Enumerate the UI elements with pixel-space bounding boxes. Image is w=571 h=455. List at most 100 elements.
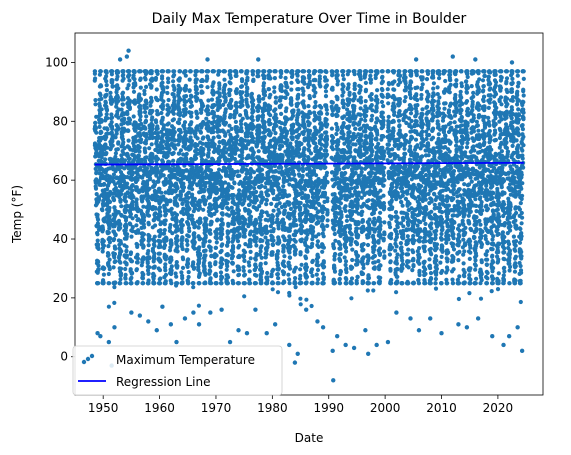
temperature-point bbox=[136, 217, 141, 222]
temperature-point bbox=[325, 122, 330, 127]
temperature-point bbox=[225, 281, 230, 286]
temperature-point bbox=[175, 263, 180, 269]
temperature-point bbox=[152, 281, 157, 286]
temperature-point bbox=[142, 91, 147, 97]
temperature-point bbox=[208, 276, 213, 281]
temperature-point bbox=[133, 139, 138, 144]
temperature-point bbox=[265, 242, 270, 247]
temperature-point bbox=[228, 69, 233, 74]
temperature-point bbox=[217, 86, 222, 91]
temperature-point bbox=[142, 88, 147, 93]
temperature-point bbox=[197, 271, 202, 276]
temperature-point bbox=[116, 115, 121, 120]
temperature-point bbox=[95, 217, 101, 222]
temperature-point bbox=[175, 238, 180, 243]
temperature-point bbox=[124, 244, 129, 249]
temperature-point bbox=[104, 135, 109, 140]
temperature-point bbox=[201, 135, 206, 140]
temperature-point bbox=[161, 139, 166, 144]
temperature-point bbox=[220, 222, 225, 227]
temperature-point bbox=[219, 281, 224, 286]
temperature-point bbox=[280, 144, 285, 149]
temperature-point bbox=[177, 138, 182, 143]
temperature-point bbox=[175, 281, 180, 286]
temperature-point bbox=[189, 139, 195, 144]
temperature-point bbox=[186, 234, 191, 239]
temperature-point bbox=[263, 185, 268, 190]
temperature-point bbox=[242, 294, 247, 299]
temperature-point bbox=[294, 223, 299, 228]
temperature-point bbox=[265, 270, 270, 276]
temperature-point bbox=[267, 175, 272, 180]
temperature-point bbox=[126, 83, 131, 88]
temperature-point bbox=[188, 135, 193, 140]
temperature-point bbox=[201, 207, 206, 212]
temperature-point bbox=[178, 69, 183, 74]
temperature-point bbox=[322, 264, 327, 269]
temperature-point bbox=[217, 98, 223, 103]
temperature-point bbox=[203, 235, 208, 240]
temperature-point bbox=[143, 126, 148, 131]
temperature-point bbox=[160, 69, 166, 74]
temperature-point bbox=[207, 239, 212, 244]
temperature-point bbox=[307, 143, 312, 149]
temperature-point bbox=[108, 236, 113, 241]
temperature-point bbox=[96, 224, 101, 229]
temperature-point bbox=[287, 266, 293, 271]
temperature-point bbox=[275, 249, 281, 254]
temperature-point bbox=[155, 98, 160, 103]
temperature-point bbox=[175, 186, 180, 191]
temperature-point bbox=[216, 144, 221, 149]
temperature-point bbox=[138, 69, 143, 74]
temperature-point bbox=[99, 155, 104, 160]
temperature-point bbox=[302, 81, 307, 86]
temperature-point bbox=[218, 175, 223, 180]
temperature-point bbox=[272, 89, 277, 94]
temperature-point bbox=[290, 136, 295, 141]
temperature-point bbox=[325, 111, 330, 116]
temperature-point bbox=[271, 267, 276, 272]
temperature-point bbox=[319, 105, 324, 110]
temperature-point bbox=[225, 259, 230, 264]
temperature-point bbox=[199, 84, 204, 89]
temperature-point bbox=[147, 265, 152, 270]
temperature-point bbox=[130, 199, 135, 204]
temperature-point bbox=[279, 71, 284, 76]
temperature-point bbox=[99, 130, 104, 135]
temperature-point bbox=[302, 129, 307, 134]
temperature-point bbox=[184, 94, 189, 99]
temperature-point bbox=[250, 114, 255, 119]
temperature-point bbox=[169, 271, 174, 277]
temperature-point bbox=[226, 188, 231, 193]
temperature-point bbox=[214, 208, 219, 214]
temperature-point bbox=[251, 77, 256, 82]
temperature-point bbox=[262, 69, 267, 74]
temperature-point bbox=[223, 120, 229, 125]
temperature-point bbox=[149, 98, 154, 103]
temperature-point bbox=[111, 265, 116, 270]
temperature-point bbox=[144, 114, 149, 119]
temperature-point bbox=[197, 281, 202, 286]
temperature-point bbox=[141, 237, 146, 242]
temperature-point bbox=[113, 246, 118, 251]
temperature-point bbox=[282, 254, 287, 259]
temperature-point bbox=[146, 271, 151, 276]
temperature-point bbox=[264, 202, 269, 207]
temperature-point bbox=[310, 225, 316, 230]
temperature-point bbox=[276, 181, 281, 187]
temperature-point bbox=[112, 255, 117, 260]
temperature-point bbox=[214, 240, 219, 245]
temperature-point bbox=[158, 231, 163, 236]
temperature-point bbox=[106, 271, 111, 277]
temperature-point bbox=[220, 212, 225, 217]
temperature-point bbox=[107, 240, 112, 245]
temperature-point bbox=[95, 232, 100, 237]
temperature-point bbox=[235, 239, 241, 244]
temperature-point bbox=[282, 208, 287, 213]
temperature-point bbox=[237, 267, 242, 272]
temperature-point bbox=[254, 265, 259, 270]
temperature-point bbox=[201, 103, 206, 108]
temperature-point bbox=[138, 97, 143, 102]
temperature-point bbox=[127, 106, 132, 111]
temperature-point bbox=[98, 112, 103, 117]
